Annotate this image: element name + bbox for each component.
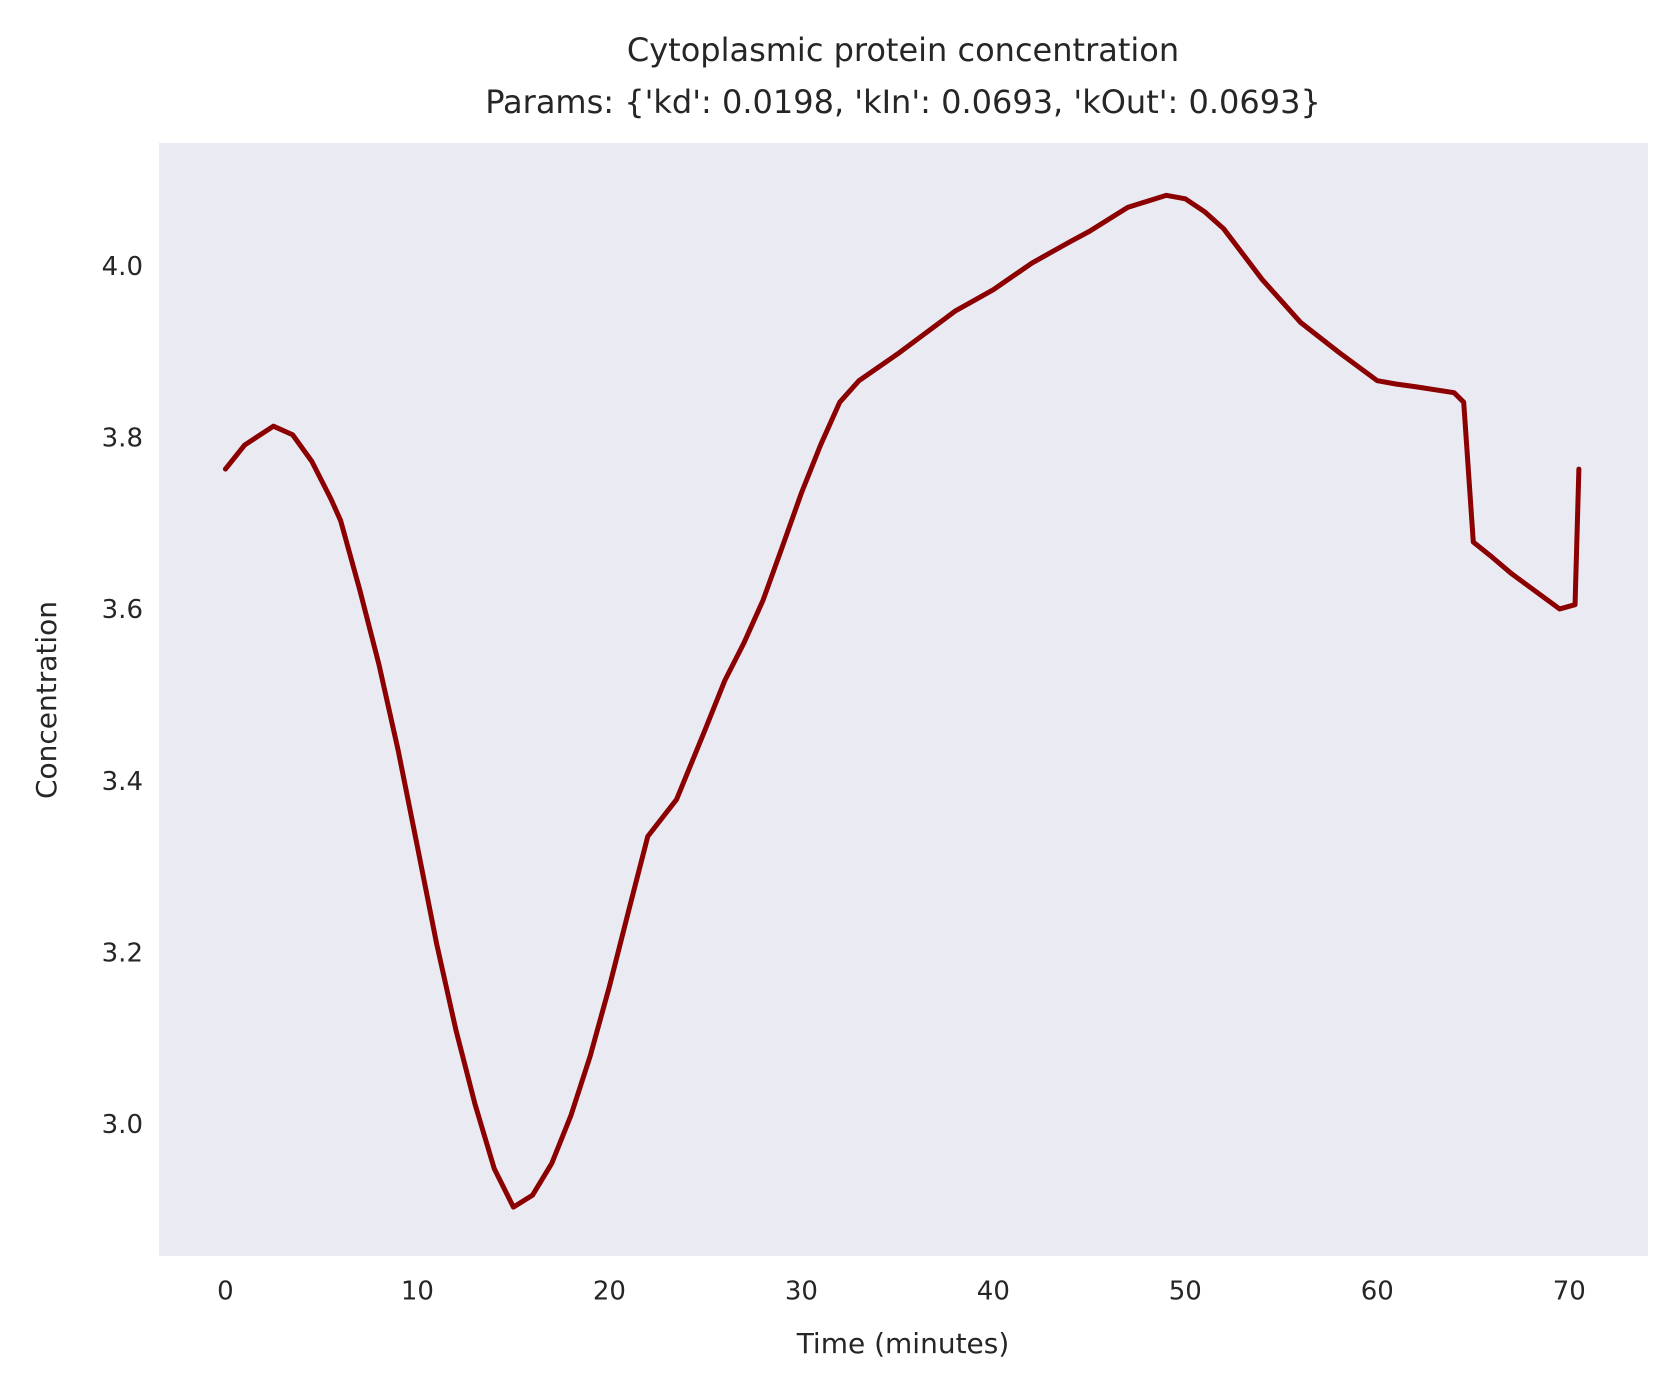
x-tick-label: 70 <box>1553 1277 1586 1307</box>
y-tick-label: 4.0 <box>102 252 143 282</box>
y-tick-label: 3.6 <box>102 595 143 625</box>
y-tick-label: 3.2 <box>102 938 143 968</box>
x-tick-label: 20 <box>593 1277 626 1307</box>
x-tick-label: 60 <box>1361 1277 1394 1307</box>
data-line <box>222 192 1582 1210</box>
x-tick-label: 10 <box>401 1277 434 1307</box>
chart-title: Cytoplasmic protein concentration <box>627 31 1179 69</box>
x-axis-label: Time (minutes) <box>796 1327 1010 1360</box>
plot-area <box>159 143 1648 1256</box>
y-tick-label: 3.8 <box>102 424 143 454</box>
x-tick-label: 50 <box>1169 1277 1202 1307</box>
x-tick-label: 0 <box>217 1277 234 1307</box>
y-tick-label: 3.0 <box>102 1110 143 1140</box>
y-tick-label: 3.4 <box>102 767 143 797</box>
y-axis-label: Concentration <box>30 601 63 799</box>
chart-subtitle: Params: {'kd': 0.0198, 'kIn': 0.0693, 'k… <box>485 83 1321 121</box>
x-tick-label: 40 <box>977 1277 1010 1307</box>
x-tick-label: 30 <box>785 1277 818 1307</box>
